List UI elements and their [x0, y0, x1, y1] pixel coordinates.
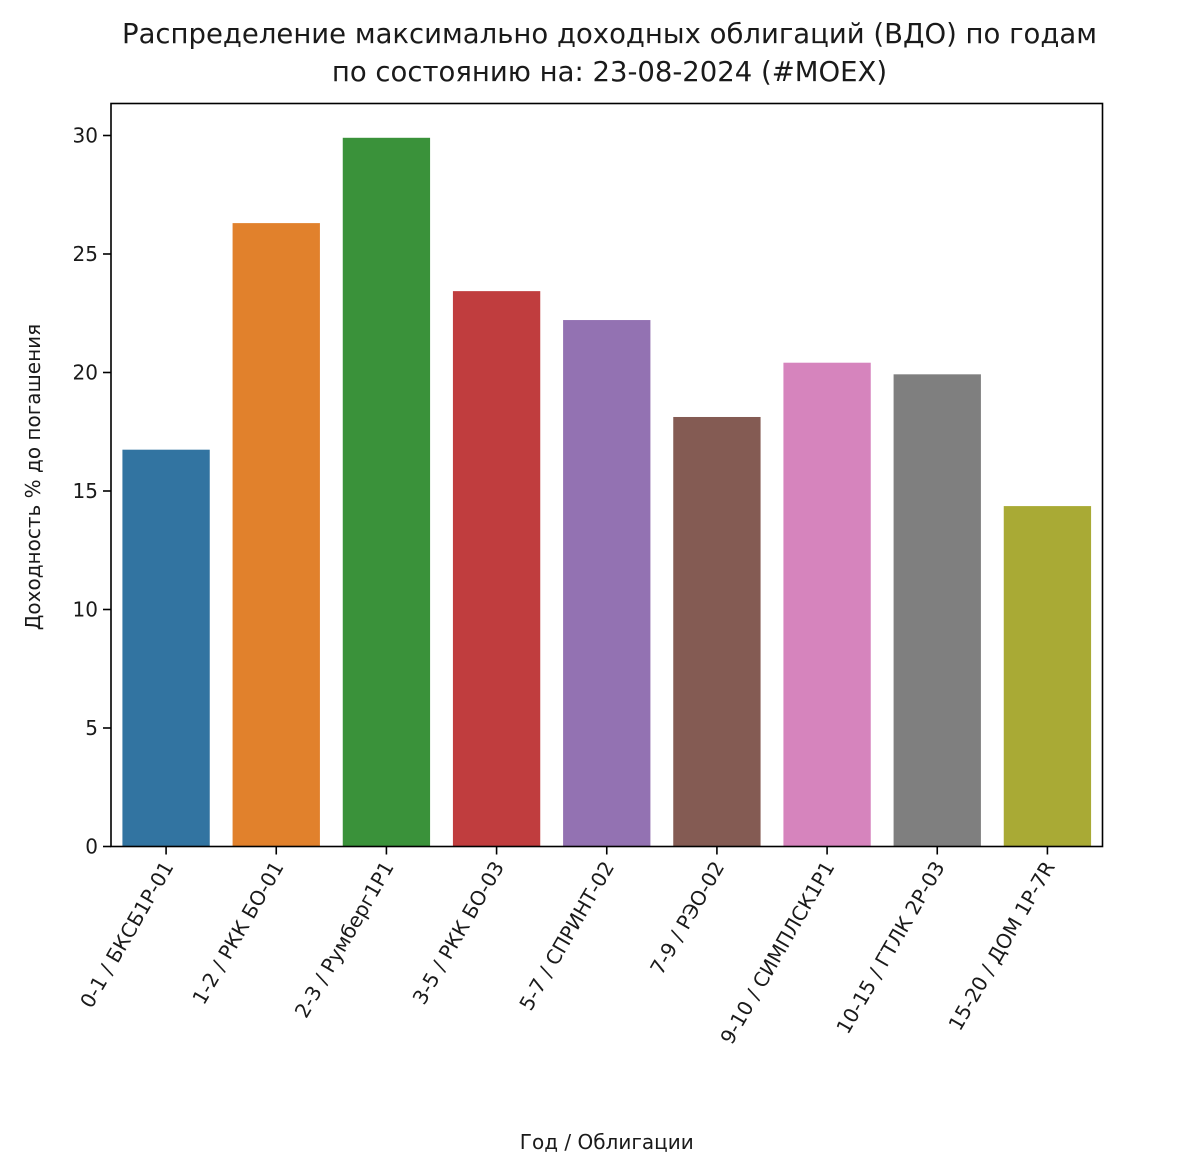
x-axis-label: Год / Облигации [520, 1130, 694, 1154]
x-tick-label: 9-10 / СИМПЛСК1Р1 [715, 857, 839, 1048]
x-axis: 0-1 / БКСБ1Р-01 1-2 / РКК БО-01 2-3 / Румб… [75, 846, 1060, 1048]
y-axis: 0 5 10 15 20 25 30 [73, 123, 111, 859]
bar [782, 361, 872, 847]
x-tick-label: 0-1 / БКСБ1Р-01 [75, 857, 178, 1012]
y-axis-label: Доходность % до погашения [21, 324, 45, 630]
x-tick-label: 7-9 / РЭО-02 [645, 857, 729, 979]
y-tick-label: 5 [85, 716, 98, 740]
y-tick-label: 15 [73, 479, 98, 503]
x-tick-label: 1-2 / РКК БО-01 [187, 857, 288, 1008]
bar [121, 448, 211, 847]
x-tick-label: 2-3 / Румберг1Р1 [290, 857, 399, 1022]
chart-subtitle: по состоянию на: 23-08-2024 (#MOEX) [331, 56, 888, 88]
chart-title: Распределение максимально доходных облиг… [121, 18, 1097, 50]
bar [892, 373, 982, 847]
bar [341, 136, 431, 847]
x-tick-label: 15-20 / ДОМ 1Р-7R [943, 857, 1059, 1035]
axes-frame [110, 102, 1104, 848]
bar [1002, 505, 1092, 847]
y-tick-label: 30 [73, 123, 98, 147]
bar [231, 222, 321, 847]
bars-group [121, 136, 1092, 847]
y-tick-label: 10 [73, 597, 98, 621]
x-tick-label: 10-15 / ГТЛК 2Р-03 [831, 857, 949, 1038]
y-tick-label: 20 [73, 360, 98, 384]
x-tick-label: 3-5 / РКК БО-03 [408, 857, 509, 1008]
bar [562, 319, 652, 847]
x-tick-label: 5-7 / СПРИНТ-02 [514, 857, 619, 1015]
y-tick-label: 0 [85, 835, 98, 859]
bar [672, 416, 762, 847]
bar [452, 290, 542, 847]
y-tick-label: 25 [73, 242, 98, 266]
